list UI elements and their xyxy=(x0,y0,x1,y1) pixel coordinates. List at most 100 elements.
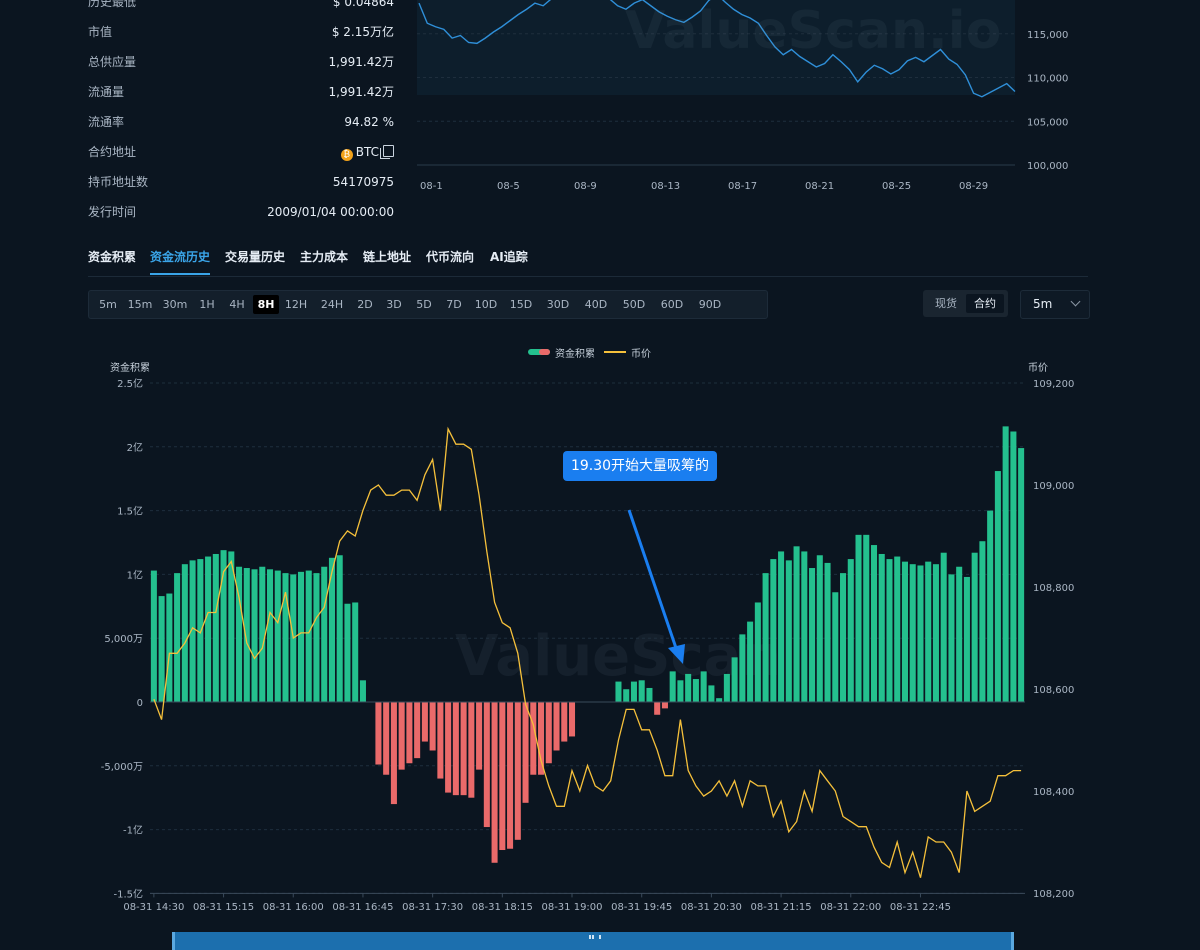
info-row-market-cap: 市值 $ 2.15万亿 xyxy=(88,22,394,42)
info-row-issue-time: 发行时间 2009/01/04 00:00:00 xyxy=(88,202,394,222)
interval-5m[interactable]: 5m xyxy=(99,298,117,311)
price-history-chart: 115,000 110,000 105,000 100,000 08-1 08-5 08-9… xyxy=(417,0,1068,192)
range-handle-left[interactable] xyxy=(172,932,175,950)
btc-coin-icon: ₿ xyxy=(340,149,353,161)
interval-15d[interactable]: 15D xyxy=(509,298,533,311)
info-label: 流通率 xyxy=(88,115,125,129)
fund-bar xyxy=(770,559,777,702)
futures-toggle[interactable]: 合约 xyxy=(966,294,1004,313)
interval-30d[interactable]: 30D xyxy=(546,298,570,311)
annotation-label: 19.30开始大量吸筹的 xyxy=(563,451,717,481)
fund-bar xyxy=(158,596,165,702)
right-y-tick-label: 109,000 xyxy=(1033,481,1074,492)
interval-4h[interactable]: 4H xyxy=(229,298,245,311)
fund-bar xyxy=(840,573,847,702)
fund-bar xyxy=(661,702,668,709)
tab-token-flow[interactable]: 代币流向 xyxy=(426,250,475,264)
fund-bar xyxy=(313,573,320,702)
fund-bar xyxy=(538,702,545,775)
interval-5d[interactable]: 5D xyxy=(416,298,432,311)
x-tick-label: 08-31 14:30 xyxy=(123,902,184,913)
x-tick-label: 08-31 16:45 xyxy=(332,902,393,913)
fund-bar xyxy=(793,546,800,702)
fund-bar xyxy=(499,702,506,851)
interval-50d[interactable]: 50D xyxy=(622,298,646,311)
fund-bar xyxy=(421,702,428,742)
info-label: 历史最低 xyxy=(88,0,137,9)
info-label: 流通量 xyxy=(88,85,125,99)
tab-fund-flow-history[interactable]: 资金流历史 xyxy=(150,248,211,275)
fund-bar xyxy=(197,559,204,702)
interval-2d[interactable]: 2D xyxy=(357,298,373,311)
interval-24h[interactable]: 24H xyxy=(320,298,344,311)
top-y-tick-label: 100,000 xyxy=(1027,161,1068,172)
fund-bar xyxy=(948,574,955,702)
fund-bar xyxy=(754,602,761,702)
info-value: $ 2.15万亿 xyxy=(331,25,394,39)
fund-bar xyxy=(530,702,537,775)
top-x-tick-label: 08-5 xyxy=(497,181,520,192)
interval-7d[interactable]: 7D xyxy=(446,298,462,311)
fund-bar xyxy=(638,680,645,702)
fund-bar xyxy=(522,702,529,803)
range-handle-right[interactable] xyxy=(1011,932,1014,950)
tab-onchain-address[interactable]: 链上地址 xyxy=(363,250,412,264)
interval-3d[interactable]: 3D xyxy=(386,298,402,311)
fund-bar xyxy=(321,566,328,702)
left-y-tick-label: -1.5亿 xyxy=(113,887,143,900)
fund-bar xyxy=(406,702,413,764)
fund-bar xyxy=(429,702,436,751)
fund-bar xyxy=(267,569,274,702)
interval-90d[interactable]: 90D xyxy=(698,298,722,311)
left-y-tick-label: 1.5亿 xyxy=(117,505,143,518)
chevron-down-icon xyxy=(1070,296,1081,307)
chart-range-scrollbar[interactable] xyxy=(172,932,1014,950)
fund-bar xyxy=(963,576,970,702)
period-dropdown[interactable]: 5m xyxy=(1020,290,1090,319)
grip-icon[interactable] xyxy=(589,935,601,939)
x-tick-label: 08-31 22:45 xyxy=(890,902,951,913)
x-tick-label: 08-31 19:45 xyxy=(611,902,672,913)
spot-toggle[interactable]: 现货 xyxy=(935,297,957,310)
fund-bar xyxy=(630,681,637,702)
fund-bar xyxy=(778,551,785,702)
fund-bar xyxy=(553,702,560,751)
right-axis-title: 币价 xyxy=(1028,362,1048,374)
tab-volume-history[interactable]: 交易量历史 xyxy=(225,250,286,264)
copy-icon[interactable] xyxy=(380,145,394,159)
fund-bar xyxy=(863,534,870,702)
interval-60d[interactable]: 60D xyxy=(660,298,684,311)
interval-1h[interactable]: 1H xyxy=(199,298,215,311)
tab-fund-accumulation[interactable]: 资金积累 xyxy=(88,250,137,264)
fund-bar xyxy=(390,702,397,805)
info-value: $ 0.04864 xyxy=(332,0,394,9)
interval-30m[interactable]: 30m xyxy=(162,298,188,311)
interval-40d[interactable]: 40D xyxy=(584,298,608,311)
fund-bar xyxy=(166,593,173,702)
x-tick-label: 08-31 21:15 xyxy=(751,902,812,913)
fund-bar xyxy=(228,551,235,702)
left-axis-title: 资金积累 xyxy=(110,361,150,374)
fund-bar xyxy=(452,702,459,796)
fund-bar xyxy=(692,679,699,702)
fund-bar xyxy=(174,573,181,702)
interval-8h[interactable]: 8H xyxy=(253,295,279,314)
fund-bar xyxy=(646,687,653,702)
top-x-tick-label: 08-1 xyxy=(420,181,443,192)
left-y-tick-label: 5,000万 xyxy=(104,634,143,645)
x-tick-label: 08-31 20:30 xyxy=(681,902,742,913)
fund-bar xyxy=(336,555,343,702)
fund-bar xyxy=(669,671,676,702)
fund-bar xyxy=(917,565,924,702)
info-row-holders: 持币地址数 54170975 xyxy=(88,172,394,192)
interval-10d[interactable]: 10D xyxy=(474,298,498,311)
interval-15m[interactable]: 15m xyxy=(127,298,153,311)
fund-bar xyxy=(189,560,196,702)
interval-12h[interactable]: 12H xyxy=(284,298,308,311)
fund-bar xyxy=(685,673,692,702)
right-y-tick-label: 108,400 xyxy=(1033,787,1074,798)
tab-ai-tracking[interactable]: AI追踪 xyxy=(490,250,528,264)
fund-bar xyxy=(352,602,359,702)
tab-main-cost[interactable]: 主力成本 xyxy=(300,250,349,264)
